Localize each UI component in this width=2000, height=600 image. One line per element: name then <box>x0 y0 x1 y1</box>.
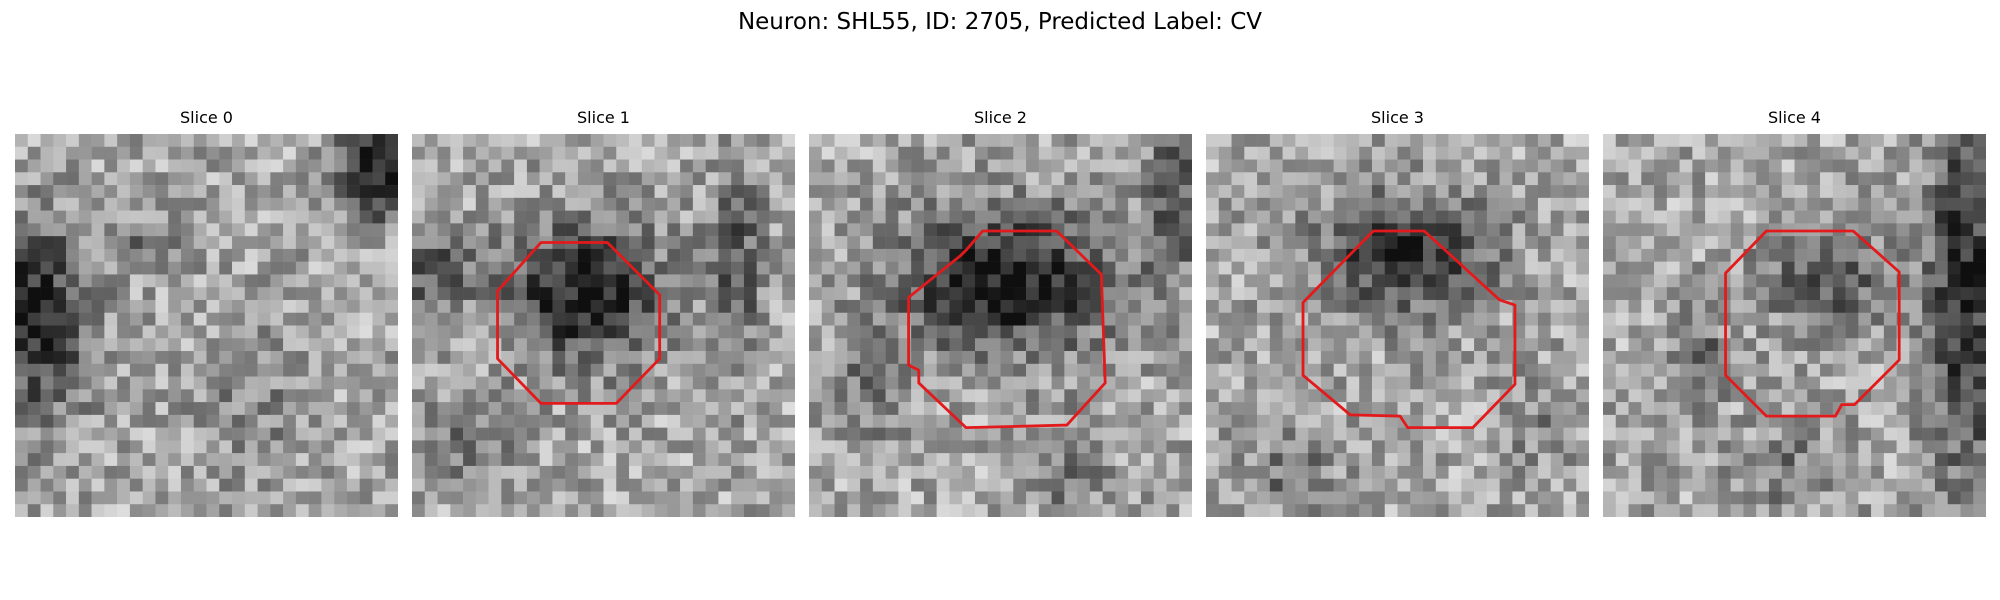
pixel-grid <box>1603 134 1986 517</box>
slice-title: Slice 4 <box>1768 108 1821 127</box>
figure-title: Neuron: SHL55, ID: 2705, Predicted Label… <box>737 9 1263 35</box>
slice-image <box>1206 134 1589 517</box>
slice-title: Slice 1 <box>577 108 630 127</box>
slice-title: Slice 2 <box>974 108 1027 127</box>
slice-image <box>412 134 795 517</box>
pixel-grid <box>412 134 795 517</box>
slice-image <box>1603 134 1986 517</box>
pixel-grid <box>1206 134 1589 517</box>
slice-title: Slice 3 <box>1371 108 1424 127</box>
roi-contour <box>907 229 1107 430</box>
roi-contour <box>1724 229 1901 418</box>
slice-image <box>809 134 1192 517</box>
pixel-grid <box>809 134 1192 517</box>
pixel-grid <box>15 134 398 517</box>
slice-title: Slice 0 <box>180 108 233 127</box>
roi-contour <box>1301 229 1517 430</box>
roi-contour <box>496 241 662 405</box>
slice-image <box>15 134 398 517</box>
